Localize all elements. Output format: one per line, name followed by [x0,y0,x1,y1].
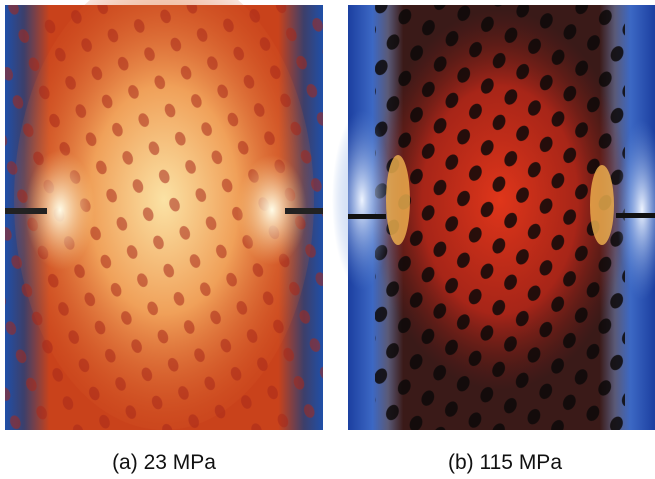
hot-spot [386,155,410,245]
hot-spot [237,155,307,265]
cool-zone [617,120,655,300]
cool-zone [332,110,392,290]
notch [616,213,655,218]
panel-b-image [332,5,655,430]
notch [285,208,323,214]
caption: (a) 23 MPa [112,451,216,474]
texture [375,5,625,430]
panel-a-image [5,0,323,430]
hot-spot [25,150,95,270]
notch [348,214,386,219]
hot-spot [590,165,614,245]
notch [5,208,47,214]
caption: (b) 115 MPa [448,451,562,474]
